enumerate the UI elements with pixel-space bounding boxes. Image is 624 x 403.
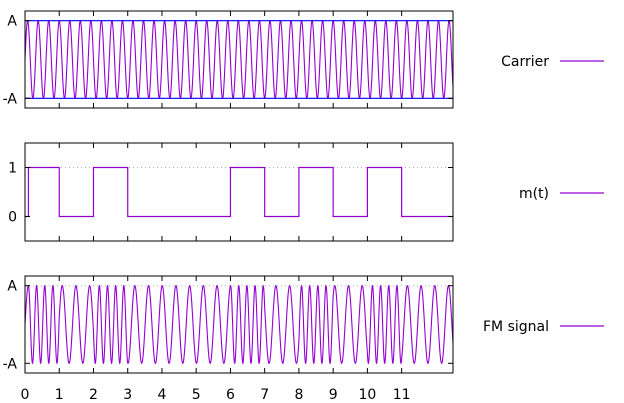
x-tick-label: 0	[21, 387, 30, 403]
x-tick-label: 10	[358, 387, 376, 403]
x-tick-label: 2	[89, 387, 98, 403]
panel-1-ytick-label: A	[7, 14, 17, 30]
x-tick-label: 7	[260, 387, 269, 403]
panel-3-legend-label: FM signal	[483, 319, 549, 335]
x-tick-label: 9	[329, 387, 338, 403]
panel-3-frame	[24, 275, 454, 374]
x-tick-label: 6	[226, 387, 235, 403]
panel-3-ytick-label: A	[7, 279, 17, 295]
x-tick-label: 3	[123, 387, 132, 403]
x-tick-label: 1	[55, 387, 64, 403]
x-tick-label: 11	[393, 387, 411, 403]
panel-3-ytick-label: -A	[3, 356, 18, 372]
panel-2-ytick-label: 0	[8, 210, 17, 226]
x-tick-label: 8	[294, 387, 303, 403]
fm-signal-series-line	[24, 284, 454, 365]
panel-1-frame	[24, 10, 454, 109]
x-tick-label: 4	[157, 387, 166, 403]
message-series-line	[25, 166, 453, 218]
carrier-series-line	[24, 19, 454, 100]
panel-1-legend-label: Carrier	[501, 54, 549, 70]
panel-2-frame	[24, 142, 454, 242]
panel-2-legend-label: m(t)	[519, 186, 549, 202]
panel-1-ytick-label: -A	[3, 91, 18, 107]
panel-2-ytick-label: 1	[8, 161, 17, 177]
x-tick-label: 5	[192, 387, 201, 403]
